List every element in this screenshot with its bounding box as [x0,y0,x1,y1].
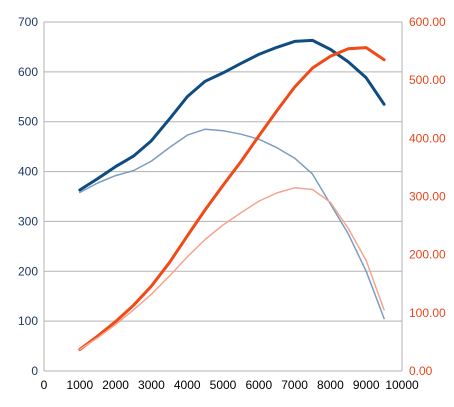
y-right-tick-label: 500.00 [409,73,446,87]
y-left-tick-label: 300 [18,214,38,228]
gridlines [44,21,402,322]
y-left-tick-label: 500 [18,115,38,129]
y-left-tick-label: 700 [18,15,38,29]
y-right-tick-label: 300.00 [409,190,446,204]
series-line-3 [78,46,386,351]
x-tick-label: 3000 [138,378,165,392]
x-tick-label: 10000 [385,378,419,392]
y-left-tick-label: 100 [18,314,38,328]
series-line-2 [79,128,385,320]
x-tick-label: 4000 [174,378,201,392]
x-tick-label: 6000 [245,378,272,392]
x-tick-label: 0 [41,378,48,392]
x-tick-label: 2000 [102,378,129,392]
x-tick-label: 5000 [210,378,237,392]
x-tick-label: 7000 [281,378,308,392]
series-line-1 [78,38,386,192]
y-left-tick-label: 600 [18,65,38,79]
series-line-4 [79,187,385,351]
y-right-tick-label: 200.00 [409,248,446,262]
y-left-tick-label: 0 [31,364,38,378]
axes [43,22,403,372]
x-tick-label: 9000 [353,378,380,392]
series-group [78,38,386,351]
x-tick-label: 1000 [66,378,93,392]
y-right-tick-label: 600.00 [409,15,446,29]
y-left-tick-label: 200 [18,264,38,278]
y-right-tick-label: 400.00 [409,131,446,145]
y-right-tick-label: 100.00 [409,306,446,320]
y-left-tick-label: 400 [18,165,38,179]
y-right-tick-label: 0.00 [409,364,433,378]
x-tick-label: 8000 [317,378,344,392]
tick-labels: 0 100 200 300 400 500 600 700 0.00 100.00 200.00 30… [18,15,446,392]
